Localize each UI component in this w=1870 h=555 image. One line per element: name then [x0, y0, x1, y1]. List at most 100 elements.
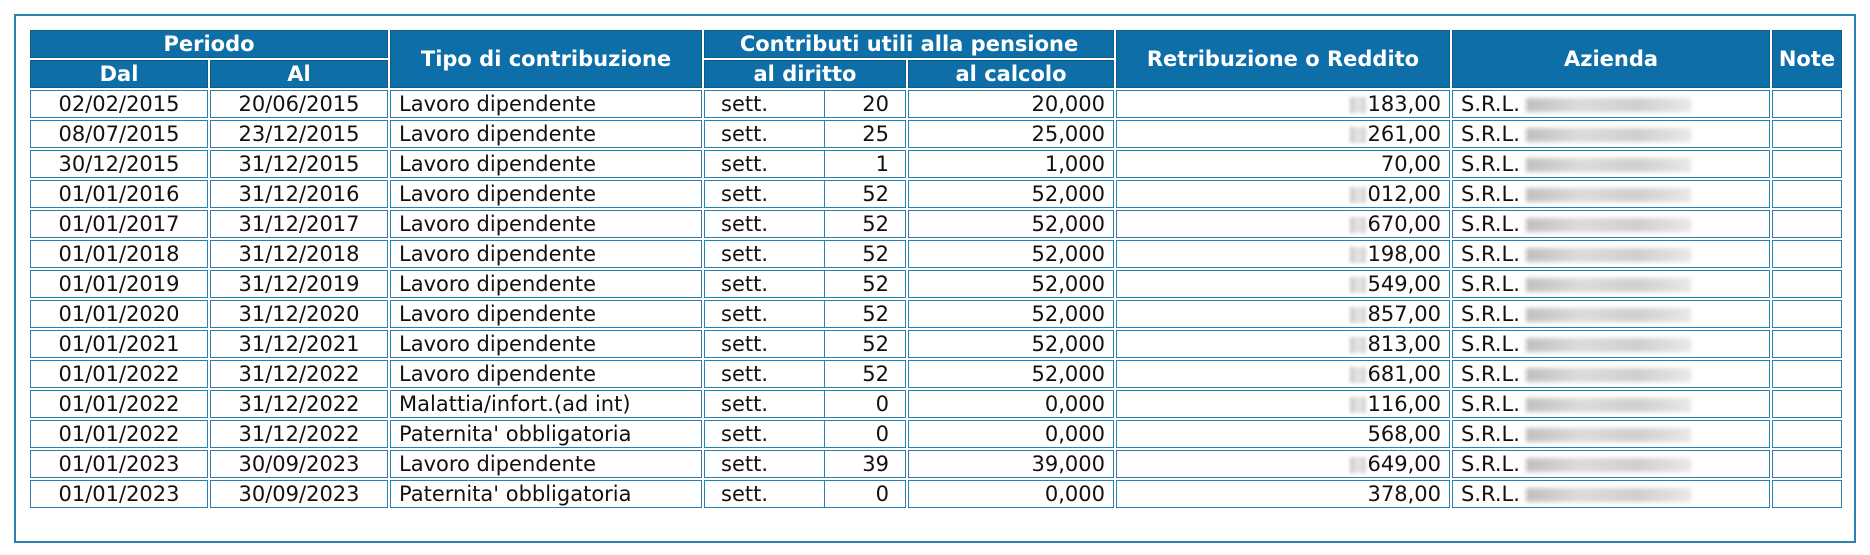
retribuzione-value: 681,00	[1367, 362, 1442, 386]
tipo-text: Lavoro dipendente	[399, 452, 596, 476]
tipo-text: Paternita' obbligatoria	[399, 482, 632, 506]
table-frame	[14, 14, 1856, 543]
cell-azienda: S.R.L.	[1452, 120, 1771, 148]
cell-al-diritto: sett. 52	[704, 270, 907, 298]
cell-dal: 01/01/2019	[30, 270, 208, 298]
azienda-text: S.R.L.	[1461, 422, 1520, 446]
dal-text: 01/01/2022	[58, 392, 180, 416]
tipo-text: Lavoro dipendente	[399, 272, 596, 296]
cell-al-diritto: sett. 52	[704, 330, 907, 358]
cell-al-calcolo: 0,000	[908, 420, 1115, 448]
cell-dal: 01/01/2022	[30, 390, 208, 418]
cell-al-calcolo: 52,000	[908, 240, 1115, 268]
cell-al-calcolo: 52,000	[908, 300, 1115, 328]
al-text: 31/12/2017	[238, 212, 360, 236]
al-text: 31/12/2021	[238, 332, 360, 356]
cell-al-diritto: sett. 52	[704, 300, 907, 328]
cell-note	[1772, 330, 1843, 358]
table-row: 01/01/2020 31/12/2020 Lavoro dipendente set…	[30, 300, 1843, 328]
calcolo-value: 52,000	[1031, 302, 1106, 326]
calcolo-value: 0,000	[1044, 422, 1106, 446]
retribuzione-value: 183,00	[1367, 92, 1442, 116]
table-row: 08/07/2015 23/12/2015 Lavoro dipendente set…	[30, 120, 1843, 148]
tipo-text: Lavoro dipendente	[399, 242, 596, 266]
contributions-table: Periodo Tipo di contribuzione Contributi…	[28, 28, 1844, 510]
cell-note	[1772, 270, 1843, 298]
calcolo-value: 39,000	[1031, 452, 1106, 476]
diritto-value: 25	[862, 122, 890, 146]
dal-text: 01/01/2020	[58, 302, 180, 326]
unita-text: sett.	[713, 211, 826, 237]
cell-retribuzione: 261,00	[1116, 120, 1451, 148]
tipo-text: Lavoro dipendente	[399, 122, 596, 146]
azienda-text: S.R.L.	[1461, 302, 1520, 326]
cell-al: 31/12/2018	[210, 240, 389, 268]
al-text: 31/12/2022	[238, 362, 360, 386]
cell-azienda: S.R.L.	[1452, 90, 1771, 118]
cell-al-diritto: sett. 1	[704, 150, 907, 178]
dal-text: 30/12/2015	[58, 152, 180, 176]
diritto-value: 1	[875, 152, 890, 176]
azienda-text: S.R.L.	[1461, 482, 1520, 506]
redacted-company-name	[1525, 338, 1691, 352]
retribuzione-value: 813,00	[1367, 332, 1442, 356]
cell-dal: 02/02/2015	[30, 90, 208, 118]
cell-al: 31/12/2021	[210, 330, 389, 358]
cell-tipo: Lavoro dipendente	[390, 120, 703, 148]
unita-text: sett.	[713, 241, 826, 267]
cell-retribuzione: 670,00	[1116, 210, 1451, 238]
tipo-text: Lavoro dipendente	[399, 182, 596, 206]
header-al-calcolo: al calcolo	[908, 60, 1115, 88]
cell-note	[1772, 390, 1843, 418]
cell-al: 23/12/2015	[210, 120, 389, 148]
redacted-company-name	[1525, 488, 1691, 502]
unita-text: sett.	[713, 91, 826, 117]
unita-text: sett.	[713, 151, 826, 177]
cell-al: 20/06/2015	[210, 90, 389, 118]
table-row: 30/12/2015 31/12/2015 Lavoro dipendente set…	[30, 150, 1843, 178]
cell-tipo: Paternita' obbligatoria	[390, 420, 703, 448]
unita-text: sett.	[713, 271, 826, 297]
diritto-value: 52	[862, 362, 890, 386]
al-text: 31/12/2022	[238, 422, 360, 446]
diritto-value: 52	[862, 332, 890, 356]
cell-al: 31/12/2015	[210, 150, 389, 178]
cell-al-calcolo: 52,000	[908, 360, 1115, 388]
cell-al-calcolo: 52,000	[908, 210, 1115, 238]
redacted-mark	[1349, 457, 1366, 473]
cell-note	[1772, 150, 1843, 178]
cell-al-diritto: sett. 52	[704, 360, 907, 388]
cell-al-diritto: sett. 0	[704, 420, 907, 448]
cell-retribuzione: 116,00	[1116, 390, 1451, 418]
cell-tipo: Lavoro dipendente	[390, 90, 703, 118]
cell-note	[1772, 450, 1843, 478]
retribuzione-value: 261,00	[1367, 122, 1442, 146]
cell-al-calcolo: 39,000	[908, 450, 1115, 478]
header-retribuzione: Retribuzione o Reddito	[1116, 30, 1451, 88]
al-text: 30/09/2023	[238, 452, 360, 476]
retribuzione-value: 116,00	[1367, 392, 1442, 416]
calcolo-value: 52,000	[1031, 242, 1106, 266]
table-row: 01/01/2022 31/12/2022 Lavoro dipendente set…	[30, 360, 1843, 388]
cell-azienda: S.R.L.	[1452, 480, 1771, 508]
cell-dal: 01/01/2022	[30, 420, 208, 448]
unita-text: sett.	[713, 361, 826, 387]
cell-azienda: S.R.L.	[1452, 360, 1771, 388]
cell-note	[1772, 420, 1843, 448]
al-text: 20/06/2015	[238, 92, 360, 116]
cell-al-diritto: sett. 0	[704, 480, 907, 508]
cell-note	[1772, 90, 1843, 118]
cell-note	[1772, 300, 1843, 328]
cell-tipo: Lavoro dipendente	[390, 240, 703, 268]
cell-dal: 01/01/2017	[30, 210, 208, 238]
cell-retribuzione: 012,00	[1116, 180, 1451, 208]
cell-al-calcolo: 52,000	[908, 270, 1115, 298]
header-dal: Dal	[30, 60, 208, 88]
redacted-company-name	[1525, 218, 1691, 232]
cell-tipo: Lavoro dipendente	[390, 300, 703, 328]
retribuzione-value: 857,00	[1367, 302, 1442, 326]
cell-dal: 01/01/2023	[30, 450, 208, 478]
header-tipo-contribuzione: Tipo di contribuzione	[390, 30, 703, 88]
cell-al-calcolo: 1,000	[908, 150, 1115, 178]
dal-text: 01/01/2019	[58, 272, 180, 296]
